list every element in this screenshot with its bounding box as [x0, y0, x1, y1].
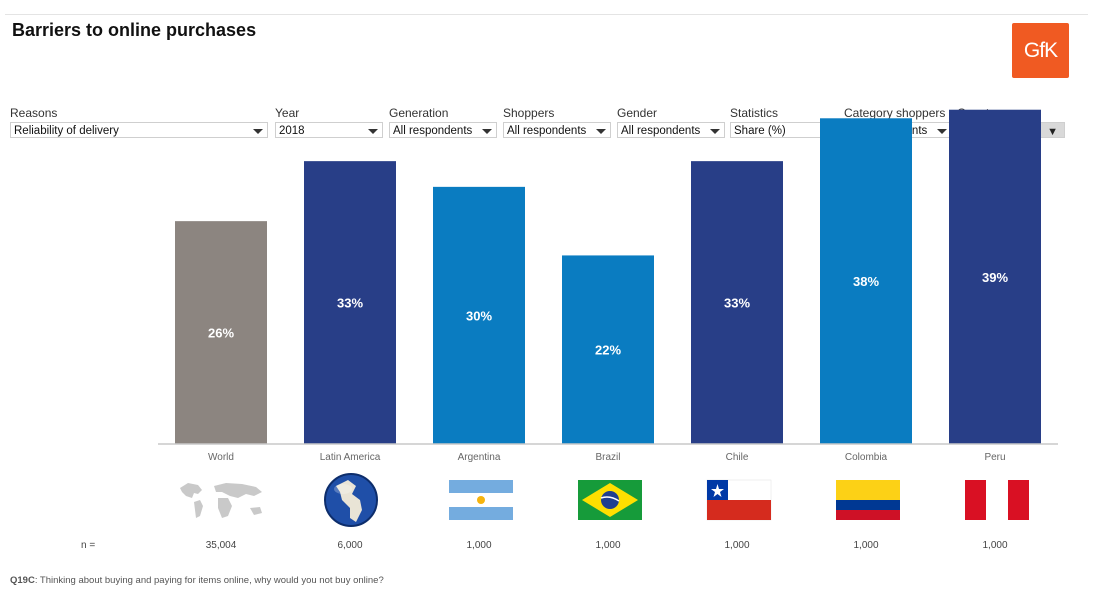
logo-text: GfK	[1023, 38, 1058, 62]
sample-size-value: 6,000	[337, 540, 363, 551]
filter-label: Gender	[617, 106, 658, 120]
dropdown-value: World	[961, 125, 991, 137]
sample-size-value: 35,004	[205, 540, 237, 551]
chevron-down-icon	[596, 129, 606, 134]
filter-gender: Gender All respondents	[617, 106, 725, 138]
dropdown-value: All respondents	[393, 125, 473, 137]
chevron-down-icon	[823, 129, 833, 134]
sample-size-value: 1,000	[466, 540, 492, 551]
sample-size-label: n =	[81, 540, 96, 551]
category-shoppers-dropdown[interactable]: All respondents	[844, 122, 952, 138]
country-dropdown[interactable]: World ▼	[957, 122, 1065, 138]
footnote-code: Q19C	[10, 575, 35, 586]
filter-category-shoppers: Category shoppers All respondents	[844, 106, 952, 138]
filter-label: Shoppers	[503, 106, 555, 120]
gfk-logo: GfK	[1012, 23, 1069, 78]
filter-label: Generation	[389, 106, 449, 120]
sample-size-value: 1,000	[595, 540, 621, 551]
shoppers-dropdown[interactable]: All respondents	[503, 122, 611, 138]
reasons-dropdown[interactable]: Reliability of delivery	[10, 122, 268, 138]
sample-size-value: 1,000	[982, 540, 1008, 551]
dashboard-frame	[5, 14, 1088, 599]
dropdown-value: All respondents	[507, 125, 587, 137]
dropdown-value: 2018	[279, 125, 305, 137]
dropdown-value: All respondents	[621, 125, 701, 137]
dropdown-value: Reliability of delivery	[14, 125, 119, 137]
filter-generation: Generation All respondents	[389, 106, 497, 138]
dropdown-value: All respondents	[848, 125, 928, 137]
filter-label: Statistics	[730, 106, 779, 120]
filter-funnel-icon[interactable]: ▼	[1047, 126, 1058, 138]
filter-shoppers: Shoppers All respondents	[503, 106, 611, 138]
statistics-dropdown[interactable]: Share (%)	[730, 122, 838, 138]
chevron-down-icon	[937, 129, 947, 134]
filter-label: Category shoppers	[844, 106, 946, 120]
gender-dropdown[interactable]: All respondents	[617, 122, 725, 138]
generation-dropdown[interactable]: All respondents	[389, 122, 497, 138]
footnote: Q19C: Thinking about buying and paying f…	[10, 575, 384, 586]
filter-label: Reasons	[10, 106, 58, 120]
chevron-down-icon	[253, 129, 263, 134]
filter-statistics: Statistics Share (%)	[730, 106, 838, 138]
page-title: Barriers to online purchases	[12, 20, 257, 40]
filter-label: Year	[275, 106, 300, 120]
filter-country: Country World ▼	[957, 106, 1065, 138]
chevron-down-icon	[368, 129, 378, 134]
chevron-down-icon	[482, 129, 492, 134]
sample-size-value: 1,000	[724, 540, 750, 551]
filter-label: Country	[957, 106, 1000, 120]
footnote-text: : Thinking about buying and paying for i…	[34, 575, 384, 586]
filter-year: Year 2018	[275, 106, 383, 138]
filter-reasons: Reasons Reliability of delivery	[10, 106, 268, 138]
sample-size-value: 1,000	[853, 540, 879, 551]
year-dropdown[interactable]: 2018	[275, 122, 383, 138]
chevron-down-icon	[710, 129, 720, 134]
dropdown-value: Share (%)	[734, 125, 786, 137]
